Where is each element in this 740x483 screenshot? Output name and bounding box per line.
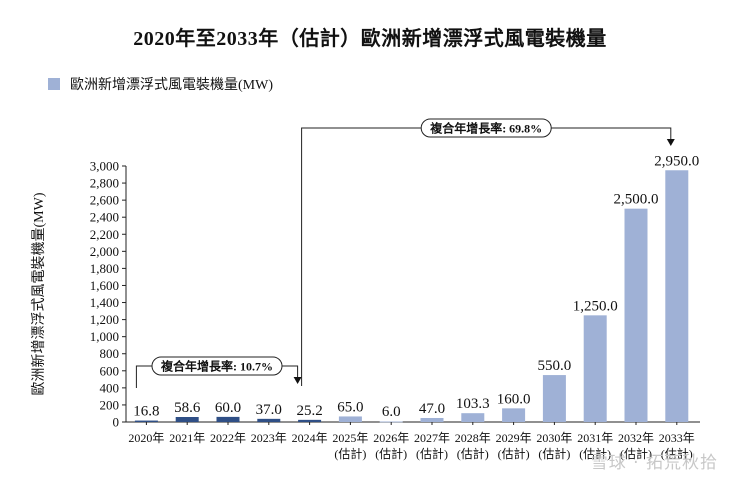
x-tick-label: 2022年 xyxy=(210,431,246,445)
data-label: 16.8 xyxy=(133,404,159,420)
bar-2027年 xyxy=(420,417,444,422)
data-label: 550.0 xyxy=(538,358,572,374)
y-tick-label: 400 xyxy=(100,380,120,395)
y-tick-label: 2,800 xyxy=(90,176,119,191)
cagr-label: 複合年增長率: 10.7% xyxy=(160,359,273,374)
x-tick-label-estimate: (估計) xyxy=(579,446,611,461)
chart-title: 2020年至2033年（估計）歐洲新增漂浮式風電裝機量 xyxy=(133,28,607,50)
y-tick-label: 2,200 xyxy=(90,227,119,242)
cagr-arrowhead xyxy=(293,377,302,384)
bar-2028年 xyxy=(461,413,485,422)
y-tick-label: 0 xyxy=(113,415,120,430)
data-label: 65.0 xyxy=(337,399,363,415)
data-label: 60.0 xyxy=(215,400,241,416)
legend-swatch xyxy=(48,78,60,90)
cagr-label-box xyxy=(151,356,283,376)
x-tick-label-estimate: (估計) xyxy=(375,446,407,461)
bar-2025年 xyxy=(338,416,362,422)
x-tick-label: 2021年 xyxy=(169,431,205,445)
bar-2032年 xyxy=(624,208,648,422)
x-tick-label: 2031年 xyxy=(577,431,613,445)
bar-2030年 xyxy=(542,375,566,422)
cagr-bracket xyxy=(301,127,672,386)
bar-2020年 xyxy=(134,420,158,422)
y-tick-label: 2,000 xyxy=(90,244,119,259)
bar-2024年 xyxy=(298,419,322,422)
data-label: 160.0 xyxy=(497,391,531,407)
bar-2033年 xyxy=(665,170,689,422)
data-label: 1,250.0 xyxy=(573,298,618,314)
y-tick-label: 800 xyxy=(100,346,120,361)
x-tick-label: 2025年 xyxy=(332,431,368,445)
x-tick-label: 2026年 xyxy=(373,431,409,445)
bar-2022年 xyxy=(216,416,240,422)
data-label: 47.0 xyxy=(419,401,445,417)
x-tick-label: 2028年 xyxy=(455,431,491,445)
cagr-label-box xyxy=(420,118,552,138)
y-tick-label: 200 xyxy=(100,397,120,412)
data-label: 58.6 xyxy=(174,400,201,416)
y-tick-label: 2,600 xyxy=(90,193,119,208)
x-tick-label-estimate: (估計) xyxy=(538,446,570,461)
x-tick-label: 2029年 xyxy=(496,431,532,445)
x-tick-label: 2020年 xyxy=(128,431,164,445)
x-tick-label: 2032年 xyxy=(618,431,654,445)
x-tick-label: 2023年 xyxy=(251,431,287,445)
bar-2021年 xyxy=(175,416,199,422)
y-tick-label: 1,200 xyxy=(90,312,119,327)
data-label: 37.0 xyxy=(256,402,282,418)
watermark-text: 雪球 · 拓荒秋拾 xyxy=(590,453,718,473)
x-tick-label-estimate: (估計) xyxy=(661,446,693,461)
x-tick-label: 2030年 xyxy=(536,431,572,445)
bar-2031年 xyxy=(583,315,607,422)
x-tick-label-estimate: (估計) xyxy=(498,446,530,461)
y-tick-label: 1,600 xyxy=(90,278,119,293)
data-label: 6.0 xyxy=(382,404,401,420)
data-label: 25.2 xyxy=(296,403,322,419)
y-tick-label: 1,400 xyxy=(90,295,119,310)
y-tick-label: 1,000 xyxy=(90,329,119,344)
x-tick-label-estimate: (估計) xyxy=(457,446,489,461)
y-axis-label: 歐洲新增漂浮式風電裝機量(MW) xyxy=(31,192,47,395)
data-label: 103.3 xyxy=(456,396,490,412)
x-tick-label-estimate: (估計) xyxy=(416,446,448,461)
x-tick-label: 2033年 xyxy=(659,431,695,445)
x-tick-label: 2027年 xyxy=(414,431,450,445)
x-tick-label-estimate: (估計) xyxy=(334,446,366,461)
legend-label: 歐洲新增漂浮式風電裝機量(MW) xyxy=(70,78,273,93)
bar-2026年 xyxy=(379,421,403,423)
bar-2023年 xyxy=(257,418,281,422)
data-label: 2,950.0 xyxy=(654,153,699,169)
cagr-label: 複合年增長率: 69.8% xyxy=(429,121,542,136)
y-tick-label: 600 xyxy=(100,363,120,378)
x-tick-label-estimate: (估計) xyxy=(620,446,652,461)
y-tick-label: 2,400 xyxy=(90,210,119,225)
data-label: 2,500.0 xyxy=(614,192,659,208)
y-tick-label: 3,000 xyxy=(90,159,119,174)
bar-2029年 xyxy=(502,408,526,422)
cagr-arrowhead xyxy=(666,139,675,146)
legend: 歐洲新增漂浮式風電裝機量(MW) xyxy=(48,74,273,94)
y-tick-label: 1,800 xyxy=(90,261,119,276)
x-tick-label: 2024年 xyxy=(292,431,328,445)
